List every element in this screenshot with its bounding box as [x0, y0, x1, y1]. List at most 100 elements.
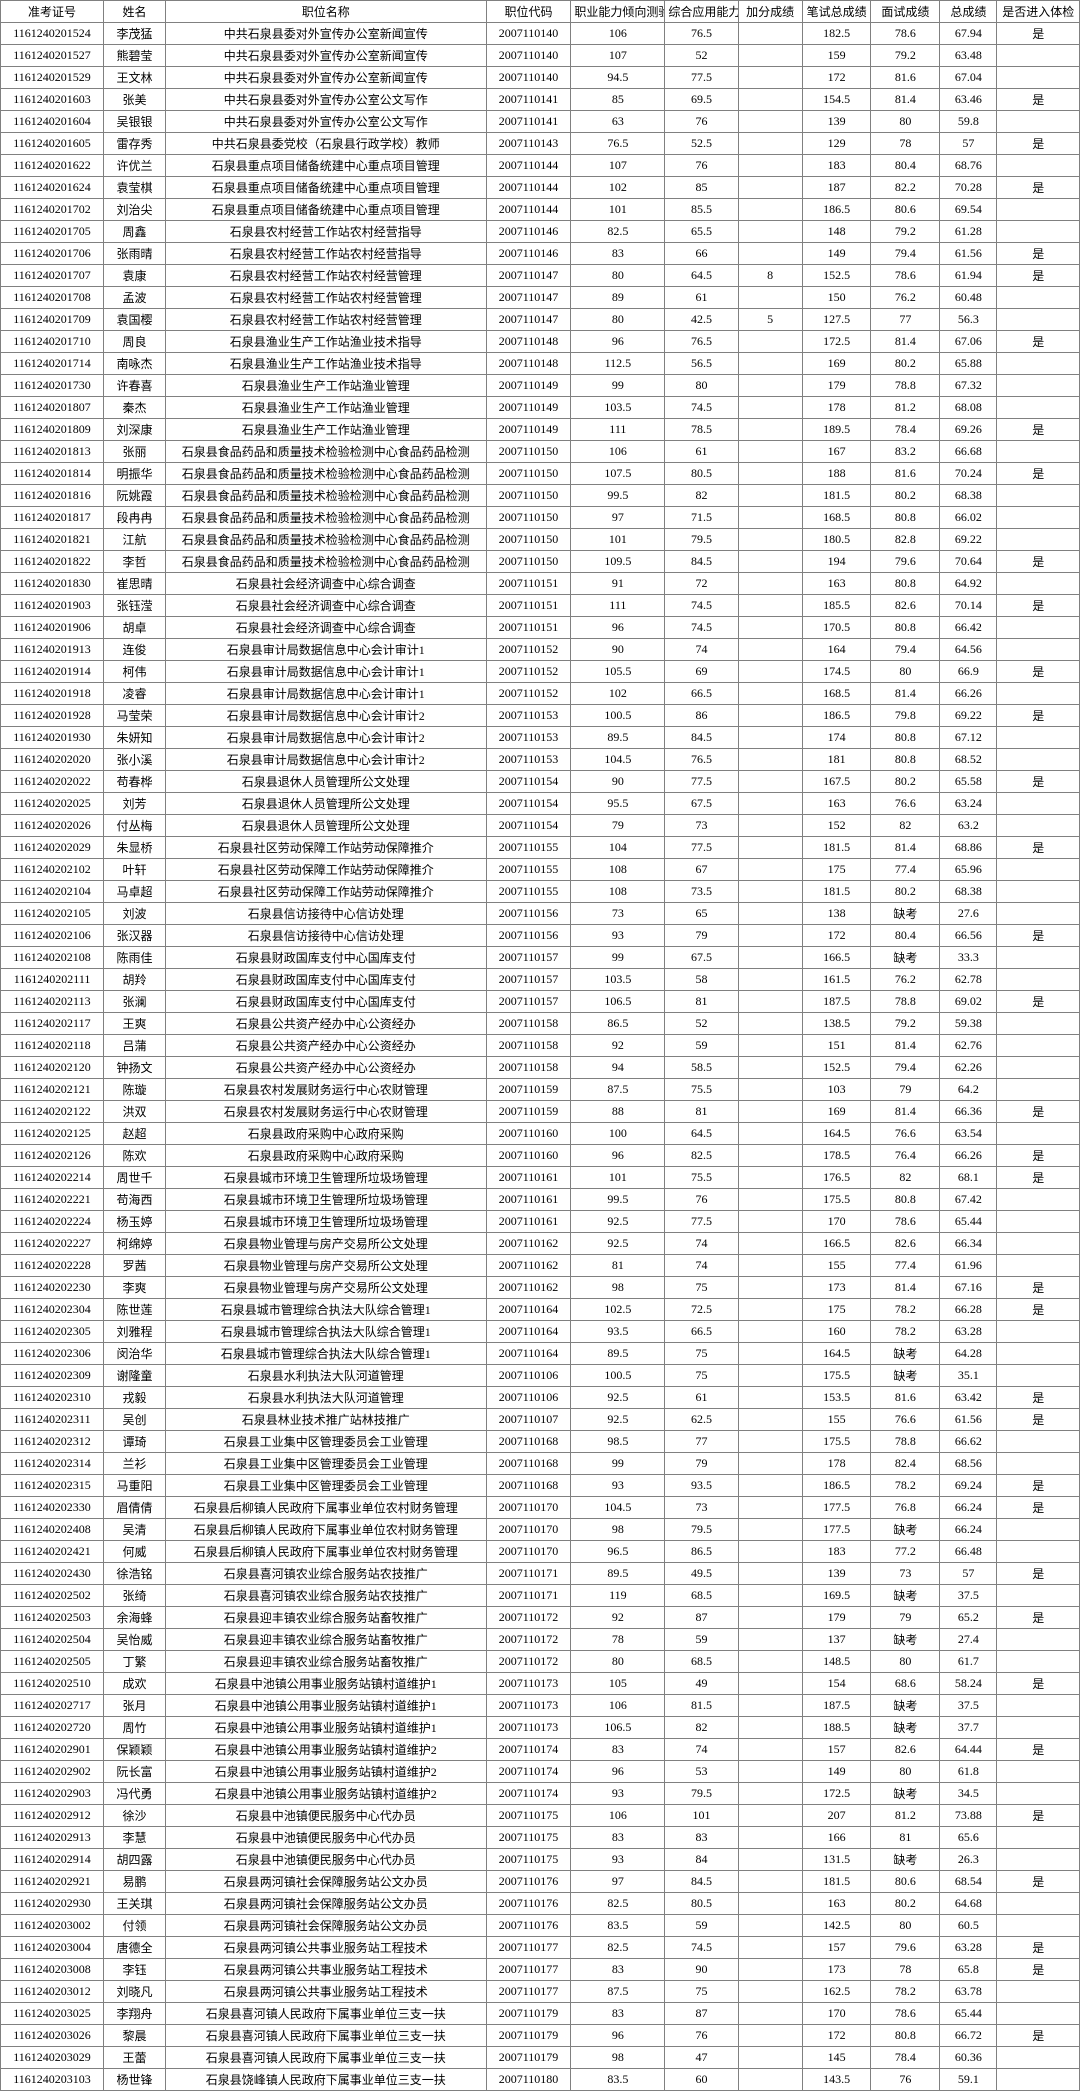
cell: [997, 1915, 1080, 1937]
cell: 60.36: [940, 2047, 997, 2069]
cell: [738, 1321, 802, 1343]
cell: 2007110152: [486, 683, 571, 705]
cell: 黎晨: [104, 2025, 166, 2047]
cell: 2007110174: [486, 1761, 571, 1783]
cell: [738, 1783, 802, 1805]
table-row: 1161240202901保颖颖石泉县中池镇公用事业服务站镇村道维护220071…: [1, 1739, 1080, 1761]
cell: 81: [665, 991, 738, 1013]
cell: 103: [802, 1079, 871, 1101]
cell: 104.5: [571, 749, 665, 771]
cell: 石泉县城市管理综合执法大队综合管理1: [165, 1343, 486, 1365]
cell: 151: [802, 1035, 871, 1057]
cell: 1161240202221: [1, 1189, 104, 1211]
cell: 石泉县财政国库支付中心国库支付: [165, 947, 486, 969]
table-row: 1161240201730许春喜石泉县渔业生产工作站渔业管理2007110149…: [1, 375, 1080, 397]
cell: [738, 177, 802, 199]
cell: 缺考: [871, 1849, 940, 1871]
table-row: 1161240201903张钰滢石泉县社会经济调查中心综合调查200711015…: [1, 595, 1080, 617]
cell: 74.5: [665, 397, 738, 419]
cell: 80.8: [871, 507, 940, 529]
cell: [738, 2069, 802, 2091]
cell: 2007110171: [486, 1563, 571, 1585]
cell: 1161240202903: [1, 1783, 104, 1805]
cell: 80.8: [871, 1189, 940, 1211]
cell: 是: [997, 1739, 1080, 1761]
cell: 2007110146: [486, 221, 571, 243]
cell: 75: [665, 1365, 738, 1387]
cell: 1161240202912: [1, 1805, 104, 1827]
cell: 149: [802, 1761, 871, 1783]
cell: 2007110146: [486, 243, 571, 265]
cell: 2007110106: [486, 1365, 571, 1387]
cell: 1161240202310: [1, 1387, 104, 1409]
cell: 75.5: [665, 1079, 738, 1101]
cell: 76: [871, 2069, 940, 2091]
cell: 是: [997, 89, 1080, 111]
cell: 172: [802, 67, 871, 89]
cell: 174: [802, 727, 871, 749]
cell: 是: [997, 265, 1080, 287]
cell: 78.4: [871, 419, 940, 441]
cell: 2007110151: [486, 573, 571, 595]
cell: 59.1: [940, 2069, 997, 2091]
cell: 1161240203008: [1, 1959, 104, 1981]
cell: 75.5: [665, 1167, 738, 1189]
cell: 61.56: [940, 1409, 997, 1431]
cell: 2007110140: [486, 45, 571, 67]
cell: 石泉县政府采购中心政府采购: [165, 1145, 486, 1167]
cell: [738, 1035, 802, 1057]
cell: [738, 1519, 802, 1541]
cell: 63: [571, 111, 665, 133]
cell: 79: [665, 1453, 738, 1475]
cell: 1161240201809: [1, 419, 104, 441]
cell: 96: [571, 617, 665, 639]
cell: 61: [665, 441, 738, 463]
cell: 80: [571, 1651, 665, 1673]
cell: 91: [571, 573, 665, 595]
cell: 刘治尖: [104, 199, 166, 221]
cell: [738, 375, 802, 397]
cell: 孟波: [104, 287, 166, 309]
cell: 谭琦: [104, 1431, 166, 1453]
cell: 152: [802, 815, 871, 837]
cell: [738, 749, 802, 771]
cell: 李哲: [104, 551, 166, 573]
cell: 熊碧莹: [104, 45, 166, 67]
cell: 175.5: [802, 1365, 871, 1387]
cell: 朱妍知: [104, 727, 166, 749]
cell: 92.5: [571, 1233, 665, 1255]
cell: 2007110164: [486, 1321, 571, 1343]
cell: 80.8: [871, 617, 940, 639]
cell: 64.56: [940, 639, 997, 661]
cell: 洪双: [104, 1101, 166, 1123]
cell: 83.5: [571, 2069, 665, 2091]
cell: [997, 793, 1080, 815]
cell: 石泉县物业管理与房产交易所公文处理: [165, 1233, 486, 1255]
table-row: 1161240202921易鹏石泉县两河镇社会保障服务站公文办员20071101…: [1, 1871, 1080, 1893]
cell: 雷存秀: [104, 133, 166, 155]
cell: [997, 1233, 1080, 1255]
cell: 戎毅: [104, 1387, 166, 1409]
cell: 石泉县信访接待中心信访处理: [165, 903, 486, 925]
cell: [738, 243, 802, 265]
cell: 60: [665, 2069, 738, 2091]
cell: [738, 551, 802, 573]
table-row: 1161240203103杨世锋石泉县饶峰镇人民政府下属事业单位三支一扶2007…: [1, 2069, 1080, 2091]
cell: 80.8: [871, 573, 940, 595]
cell: 张美: [104, 89, 166, 111]
cell: 78.6: [871, 23, 940, 45]
cell: 79: [871, 1607, 940, 1629]
cell: 杨世锋: [104, 2069, 166, 2091]
cell: 石泉县水利执法大队河道管理: [165, 1387, 486, 1409]
cell: 81: [571, 1255, 665, 1277]
cell: 是: [997, 661, 1080, 683]
cell: 石泉县后柳镇人民政府下属事业单位农村财务管理: [165, 1497, 486, 1519]
cell: 石泉县中池镇公用事业服务站镇村道维护1: [165, 1695, 486, 1717]
cell: 柯伟: [104, 661, 166, 683]
cell: 68.54: [940, 1871, 997, 1893]
cell: 80.2: [871, 353, 940, 375]
cell: 73: [665, 815, 738, 837]
cell: [997, 1717, 1080, 1739]
cell: 2007110148: [486, 331, 571, 353]
table-row: 1161240202330眉倩倩石泉县后柳镇人民政府下属事业单位农村财务管理20…: [1, 1497, 1080, 1519]
